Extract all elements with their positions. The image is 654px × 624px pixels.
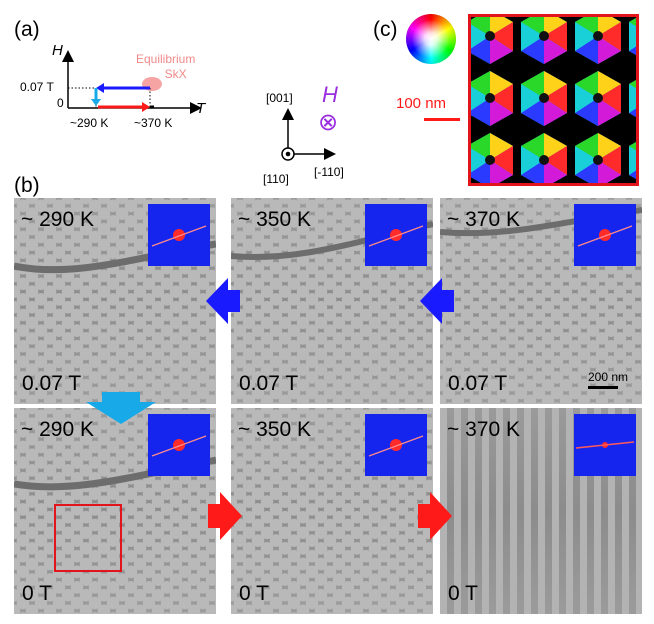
red-arrow-right-icon <box>418 492 452 540</box>
fft-inset <box>365 204 427 266</box>
equilibrium-label: Equilibrium SkX <box>136 52 195 82</box>
panel-b-scale-label: 200 nm <box>588 370 629 384</box>
panel-b-label: (b) <box>14 174 40 197</box>
temperature-label: ~ 290 K <box>21 418 94 441</box>
phase-diagram <box>62 50 202 114</box>
field-label: 0.07 T <box>239 372 299 395</box>
field-into-page-icon: ⊗ <box>318 109 339 136</box>
lte-image-370k-field: ~ 370 K 0.07 T 200 nm <box>440 198 642 404</box>
axis-minus110-label: [-110] <box>314 165 344 179</box>
panel-c-scale-label: 100 nm <box>396 95 447 112</box>
field-label: 0 T <box>22 582 52 605</box>
cyan-arrow-down-icon <box>86 392 156 424</box>
fft-inset <box>574 204 636 266</box>
panel-a-label: (a) <box>14 18 40 41</box>
field-label: 0 T <box>448 582 478 605</box>
lte-image-370k-zero: ~ 370 K 0 T <box>440 408 642 614</box>
field-h-label: H <box>322 82 338 107</box>
blue-arrow-left-icon <box>206 278 240 324</box>
zero-field-warming-arrowhead <box>142 102 150 112</box>
equilibrium-label-line2: SkX <box>164 67 187 81</box>
region-box <box>54 504 122 572</box>
temperature-label: ~ 370 K <box>447 418 520 441</box>
low-temp-label: ~290 K <box>70 116 109 130</box>
blue-arrow-left-icon <box>420 278 454 324</box>
h-axis-label: H <box>52 42 63 59</box>
temperature-label: ~ 350 K <box>238 208 311 231</box>
crystal-axes <box>281 108 336 161</box>
t-axis-label: T <box>196 100 206 117</box>
axis-110-label: [110] <box>263 172 289 186</box>
panel-c-scale-bar <box>424 118 460 121</box>
equilibrium-label-line1: Equilibrium <box>136 52 196 66</box>
panel-c-label: (c) <box>373 18 398 41</box>
fft-inset <box>148 204 210 266</box>
fft-inset <box>365 414 427 476</box>
field-label: 0.07 T <box>448 372 508 395</box>
skyrmion-hexagons <box>471 17 636 183</box>
temperature-label: ~ 370 K <box>447 208 520 231</box>
red-arrow-right-icon <box>208 492 242 540</box>
field-removal-arrowhead <box>91 99 101 106</box>
field-label: 0 T <box>239 582 269 605</box>
lte-image-290k-zero: ~ 290 K 0 T <box>14 408 216 614</box>
zero-tick-label: 0 <box>57 96 64 110</box>
high-temp-label: ~370 K <box>134 116 173 130</box>
fft-inset <box>574 414 636 476</box>
lte-image-290k-field: ~ 290 K 0.07 T <box>14 198 216 404</box>
field-cooling-arrowhead <box>96 83 104 93</box>
fft-inset <box>148 414 210 476</box>
panel-b-scale-bar <box>588 386 618 389</box>
temperature-label: ~ 290 K <box>21 208 94 231</box>
axis-001-label: [001] <box>266 91 293 105</box>
lte-image-350k-zero: ~ 350 K 0 T <box>231 408 433 614</box>
color-wheel-icon <box>406 14 456 64</box>
temperature-label: ~ 350 K <box>238 418 311 441</box>
field-label: 0.07 T <box>22 372 82 395</box>
skyrmion-lattice-map <box>468 14 639 186</box>
field-tick-label: 0.07 T <box>20 80 54 94</box>
lte-image-350k-field: ~ 350 K 0.07 T <box>231 198 433 404</box>
